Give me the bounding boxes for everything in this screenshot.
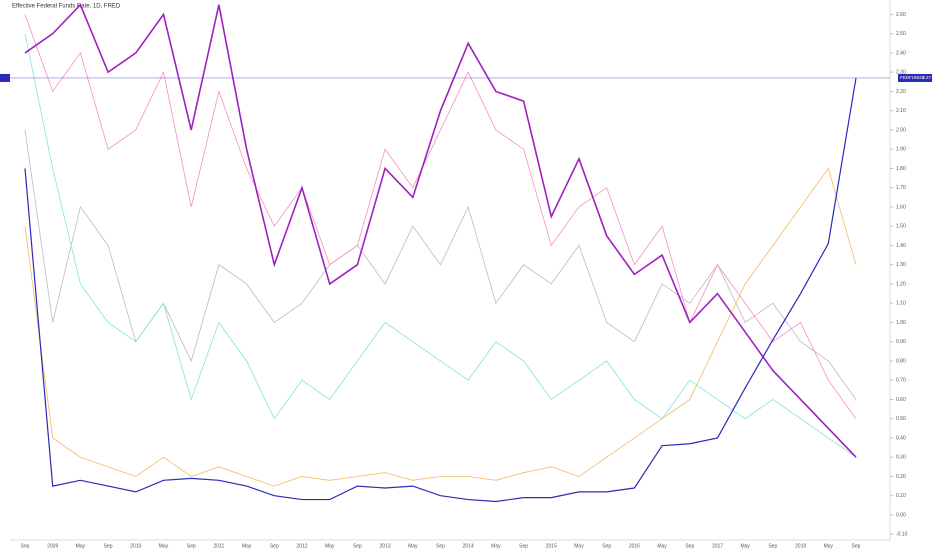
y-tick-label: 0.40 <box>896 435 906 441</box>
x-tick-label: Sep <box>270 543 279 549</box>
x-tick-label: May <box>657 543 667 549</box>
y-tick-label: 2.60 <box>896 12 906 18</box>
y-tick-label: 0.90 <box>896 339 906 345</box>
y-tick-label: 2.40 <box>896 50 906 56</box>
x-tick-label: 2009 <box>47 543 58 549</box>
y-tick-label: 2.30 <box>896 70 906 76</box>
y-tick-label: 0.70 <box>896 378 906 384</box>
y-tick-label: 1.00 <box>896 320 906 326</box>
x-tick-label: May <box>159 543 169 549</box>
chart-title: Effective Federal Funds Rate, 1D, FRED <box>12 4 121 10</box>
y-tick-label: -0.10 <box>896 532 908 538</box>
x-tick-label: Sep <box>436 543 445 549</box>
x-tick-label: Sep <box>602 543 611 549</box>
x-tick-label: Sep <box>519 543 528 549</box>
price-tag <box>898 73 932 82</box>
price-tag-value: 2.27 <box>922 75 931 80</box>
x-tick-label: Sep <box>21 543 30 549</box>
x-tick-label: 2015 <box>546 543 557 549</box>
series-line <box>24 167 857 487</box>
y-tick-label: 1.90 <box>896 147 906 153</box>
axis-tag <box>0 73 10 82</box>
y-tick-label: 1.20 <box>896 281 906 287</box>
y-tick-label: 0.50 <box>896 416 906 422</box>
y-tick-label: 1.10 <box>896 301 906 307</box>
y-tick-label: 1.30 <box>896 262 906 268</box>
x-tick-label: Sep <box>104 543 113 549</box>
x-tick-label: Sep <box>353 543 362 549</box>
x-tick-label: May <box>491 543 501 549</box>
y-tick-label: 0.00 <box>896 512 906 518</box>
y-tick-label: 2.20 <box>896 89 906 95</box>
y-tick-label: 1.70 <box>896 185 906 191</box>
x-tick-label: 2016 <box>629 543 640 549</box>
y-tick-label: 0.20 <box>896 474 906 480</box>
series-line <box>24 77 857 503</box>
x-tick-label: Sep <box>187 543 196 549</box>
x-tick-label: May <box>242 543 252 549</box>
x-tick-label: Sep <box>852 543 861 549</box>
x-tick-label: 2011 <box>214 543 225 549</box>
x-tick-label: Sep <box>685 543 694 549</box>
x-tick-label: 2018 <box>795 543 806 549</box>
y-tick-label: 2.00 <box>896 127 906 133</box>
x-tick-label: 2013 <box>380 543 391 549</box>
x-tick-label: 2010 <box>130 543 141 549</box>
x-tick-label: May <box>824 543 834 549</box>
y-tick-label: 2.10 <box>896 108 906 114</box>
x-tick-label: 2014 <box>463 543 474 549</box>
series-line <box>24 3 857 458</box>
x-tick-label: Sep <box>768 543 777 549</box>
x-tick-label: May <box>408 543 418 549</box>
x-tick-label: 2012 <box>296 543 307 549</box>
y-tick-label: 1.50 <box>896 224 906 230</box>
y-tick-label: 2.50 <box>896 31 906 37</box>
x-tick-label: May <box>740 543 750 549</box>
y-tick-label: 0.10 <box>896 493 906 499</box>
series-line <box>24 33 857 458</box>
x-tick-label: May <box>76 543 86 549</box>
x-tick-label: May <box>325 543 335 549</box>
series-line <box>24 14 857 419</box>
price-tag-name: FEDFUNDS <box>900 75 925 80</box>
y-tick-label: 0.60 <box>896 397 906 403</box>
y-tick-label: 0.30 <box>896 455 906 461</box>
y-tick-label: 1.40 <box>896 243 906 249</box>
y-tick-label: 1.60 <box>896 204 906 210</box>
x-tick-label: May <box>574 543 584 549</box>
y-tick-label: 0.80 <box>896 358 906 364</box>
x-tick-label: 2017 <box>712 543 723 549</box>
y-tick-label: 1.80 <box>896 166 906 172</box>
